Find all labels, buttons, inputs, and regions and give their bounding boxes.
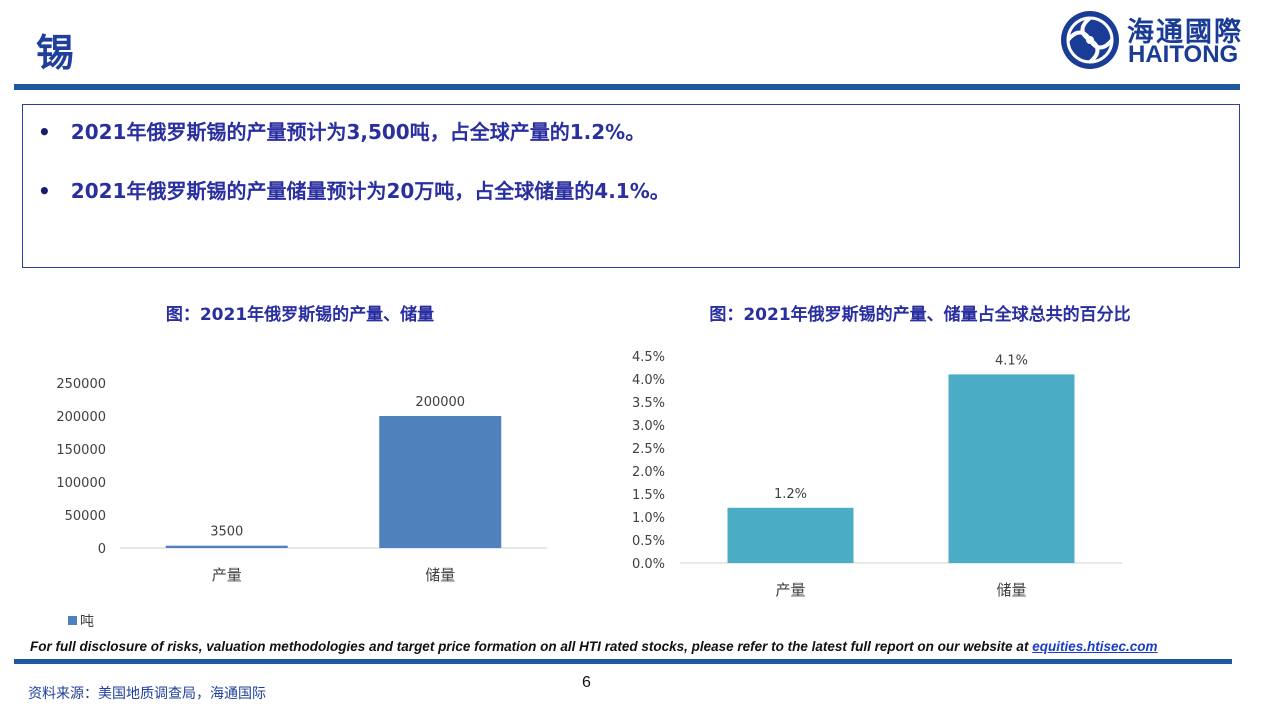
y-tick-label: 0.0% [632, 557, 665, 572]
bullet-text: 2021年俄罗斯锡的产量预计为3,500吨，占全球产量的1.2%。 [70, 120, 646, 144]
header-divider [14, 84, 1240, 90]
y-tick-label: 0 [98, 542, 106, 557]
disclaimer-link[interactable]: equities.htisec.com [1032, 639, 1158, 654]
bar [379, 416, 502, 548]
x-tick-label: 储量 [425, 566, 455, 584]
y-tick-label: 250000 [56, 377, 106, 392]
haitong-logo-icon [1061, 11, 1119, 69]
data-label: 4.1% [995, 353, 1028, 368]
y-tick-label: 1.0% [632, 511, 665, 526]
chart-title-left: 图：2021年俄罗斯锡的产量、储量 [165, 305, 435, 325]
bar [727, 507, 854, 563]
bar [948, 374, 1075, 563]
y-tick-label: 50000 [65, 509, 106, 524]
disclaimer: For full disclosure of risks, valuation … [30, 639, 1158, 654]
y-tick-label: 4.5% [632, 350, 665, 365]
bullet-text: 2021年俄罗斯锡的产量储量预计为20万吨，占全球储量的4.1%。 [70, 179, 670, 203]
x-tick-label: 储量 [996, 581, 1026, 599]
bullet-item: • 2021年俄罗斯锡的产量预计为3,500吨，占全球产量的1.2%。 [38, 116, 645, 145]
y-tick-label: 3.0% [632, 419, 665, 434]
logo-text-cn: 海通國際 [1127, 17, 1243, 48]
logo-text-en: HAITONG [1128, 41, 1239, 68]
y-tick-label: 200000 [56, 410, 106, 425]
summary-box [22, 104, 1240, 268]
footer-divider [14, 659, 1232, 664]
y-tick-label: 1.5% [632, 488, 665, 503]
y-tick-label: 150000 [56, 443, 106, 458]
page-title: 锡 [36, 31, 75, 75]
data-label: 3500 [210, 525, 243, 540]
bullet-item: • 2021年俄罗斯锡的产量储量预计为20万吨，占全球储量的4.1%。 [38, 175, 670, 204]
y-tick-label: 2.0% [632, 465, 665, 480]
legend-label: 吨 [80, 614, 94, 630]
x-tick-label: 产量 [775, 581, 805, 599]
chart-right: 0.0% 0.5% 1.0% 1.5% 2.0% 2.5% 3.0% 3.5% 4.0% 4.5%… [632, 350, 1122, 599]
x-tick-label: 产量 [212, 566, 242, 584]
chart-left: 0 50000 100000 150000 200000 250000 3500 产量 2000… [56, 377, 547, 630]
y-tick-label: 4.0% [632, 373, 665, 388]
source-note: 资料来源：美国地质调查局，海通国际 [28, 686, 266, 702]
haitong-logo [1058, 8, 1244, 72]
y-tick-label: 3.5% [632, 396, 665, 411]
y-tick-label: 100000 [56, 476, 106, 491]
bullet-dot-icon: • [38, 179, 51, 203]
legend-swatch [68, 616, 77, 625]
data-label: 200000 [415, 395, 465, 410]
y-tick-label: 2.5% [632, 442, 665, 457]
bullet-dot-icon: • [38, 120, 51, 144]
bar [165, 545, 288, 548]
y-tick-label: 0.5% [632, 534, 665, 549]
disclaimer-text: For full disclosure of risks, valuation … [30, 639, 1033, 654]
chart-title-right: 图：2021年俄罗斯锡的产量、储量占全球总共的百分比 [709, 305, 1131, 325]
page-number: 6 [582, 674, 591, 691]
data-label: 1.2% [774, 487, 807, 502]
